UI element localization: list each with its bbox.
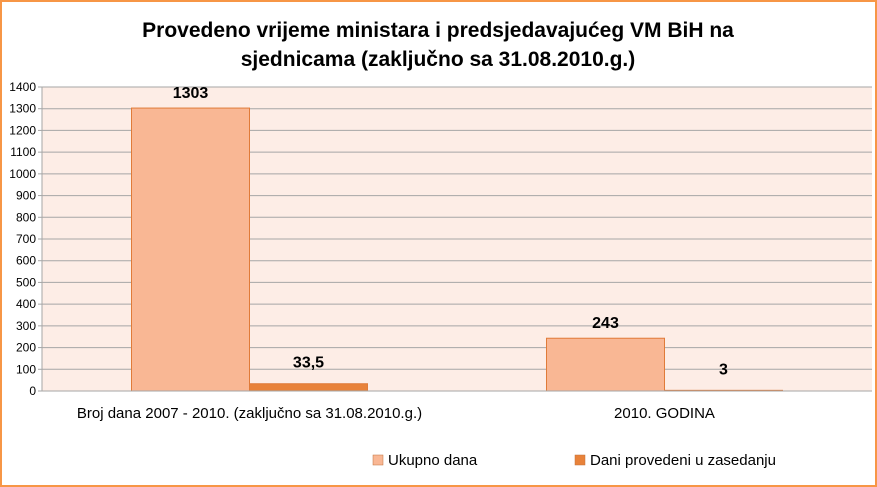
legend-label: Dani provedeni u zasedanju (590, 452, 776, 469)
y-tick-label: 200 (16, 341, 36, 355)
legend-swatch (372, 454, 384, 466)
data-label: 243 (592, 315, 619, 332)
y-tick-label: 300 (16, 319, 36, 333)
y-tick-label: 1300 (9, 102, 36, 116)
bar-ukupno-dana (131, 107, 250, 392)
y-tick-label: 1000 (9, 167, 36, 181)
x-category-label: 2010. GODINA (614, 405, 715, 422)
x-category-label: Broj dana 2007 - 2010. (zaključno sa 31.… (77, 405, 422, 422)
y-tick-label: 1400 (9, 80, 36, 94)
legend-swatch (574, 454, 586, 466)
chart-title-line-2: sjednicama (zaključno sa 31.08.2010.g.) (241, 48, 636, 71)
y-tick-label: 0 (29, 384, 36, 398)
bar-ukupno-dana (546, 337, 665, 392)
chart-title-line-1: Provedeno vrijeme ministara i predsjedav… (142, 19, 734, 42)
y-tick-label: 800 (16, 210, 36, 224)
y-tick-label: 600 (16, 254, 36, 268)
legend-label: Ukupno dana (388, 452, 478, 469)
y-tick-label: 500 (16, 275, 36, 289)
data-label: 1303 (173, 85, 209, 102)
y-tick-label: 100 (16, 362, 36, 376)
data-label: 33,5 (293, 355, 324, 372)
y-tick-label: 700 (16, 232, 36, 246)
y-tick-label: 400 (16, 297, 36, 311)
bar-dani-provedeni-u-zasedanju (249, 383, 368, 392)
y-tick-label: 1100 (10, 145, 36, 159)
y-tick-label: 1200 (9, 123, 36, 137)
data-label: 3 (719, 361, 728, 378)
y-tick-label: 900 (16, 189, 36, 203)
